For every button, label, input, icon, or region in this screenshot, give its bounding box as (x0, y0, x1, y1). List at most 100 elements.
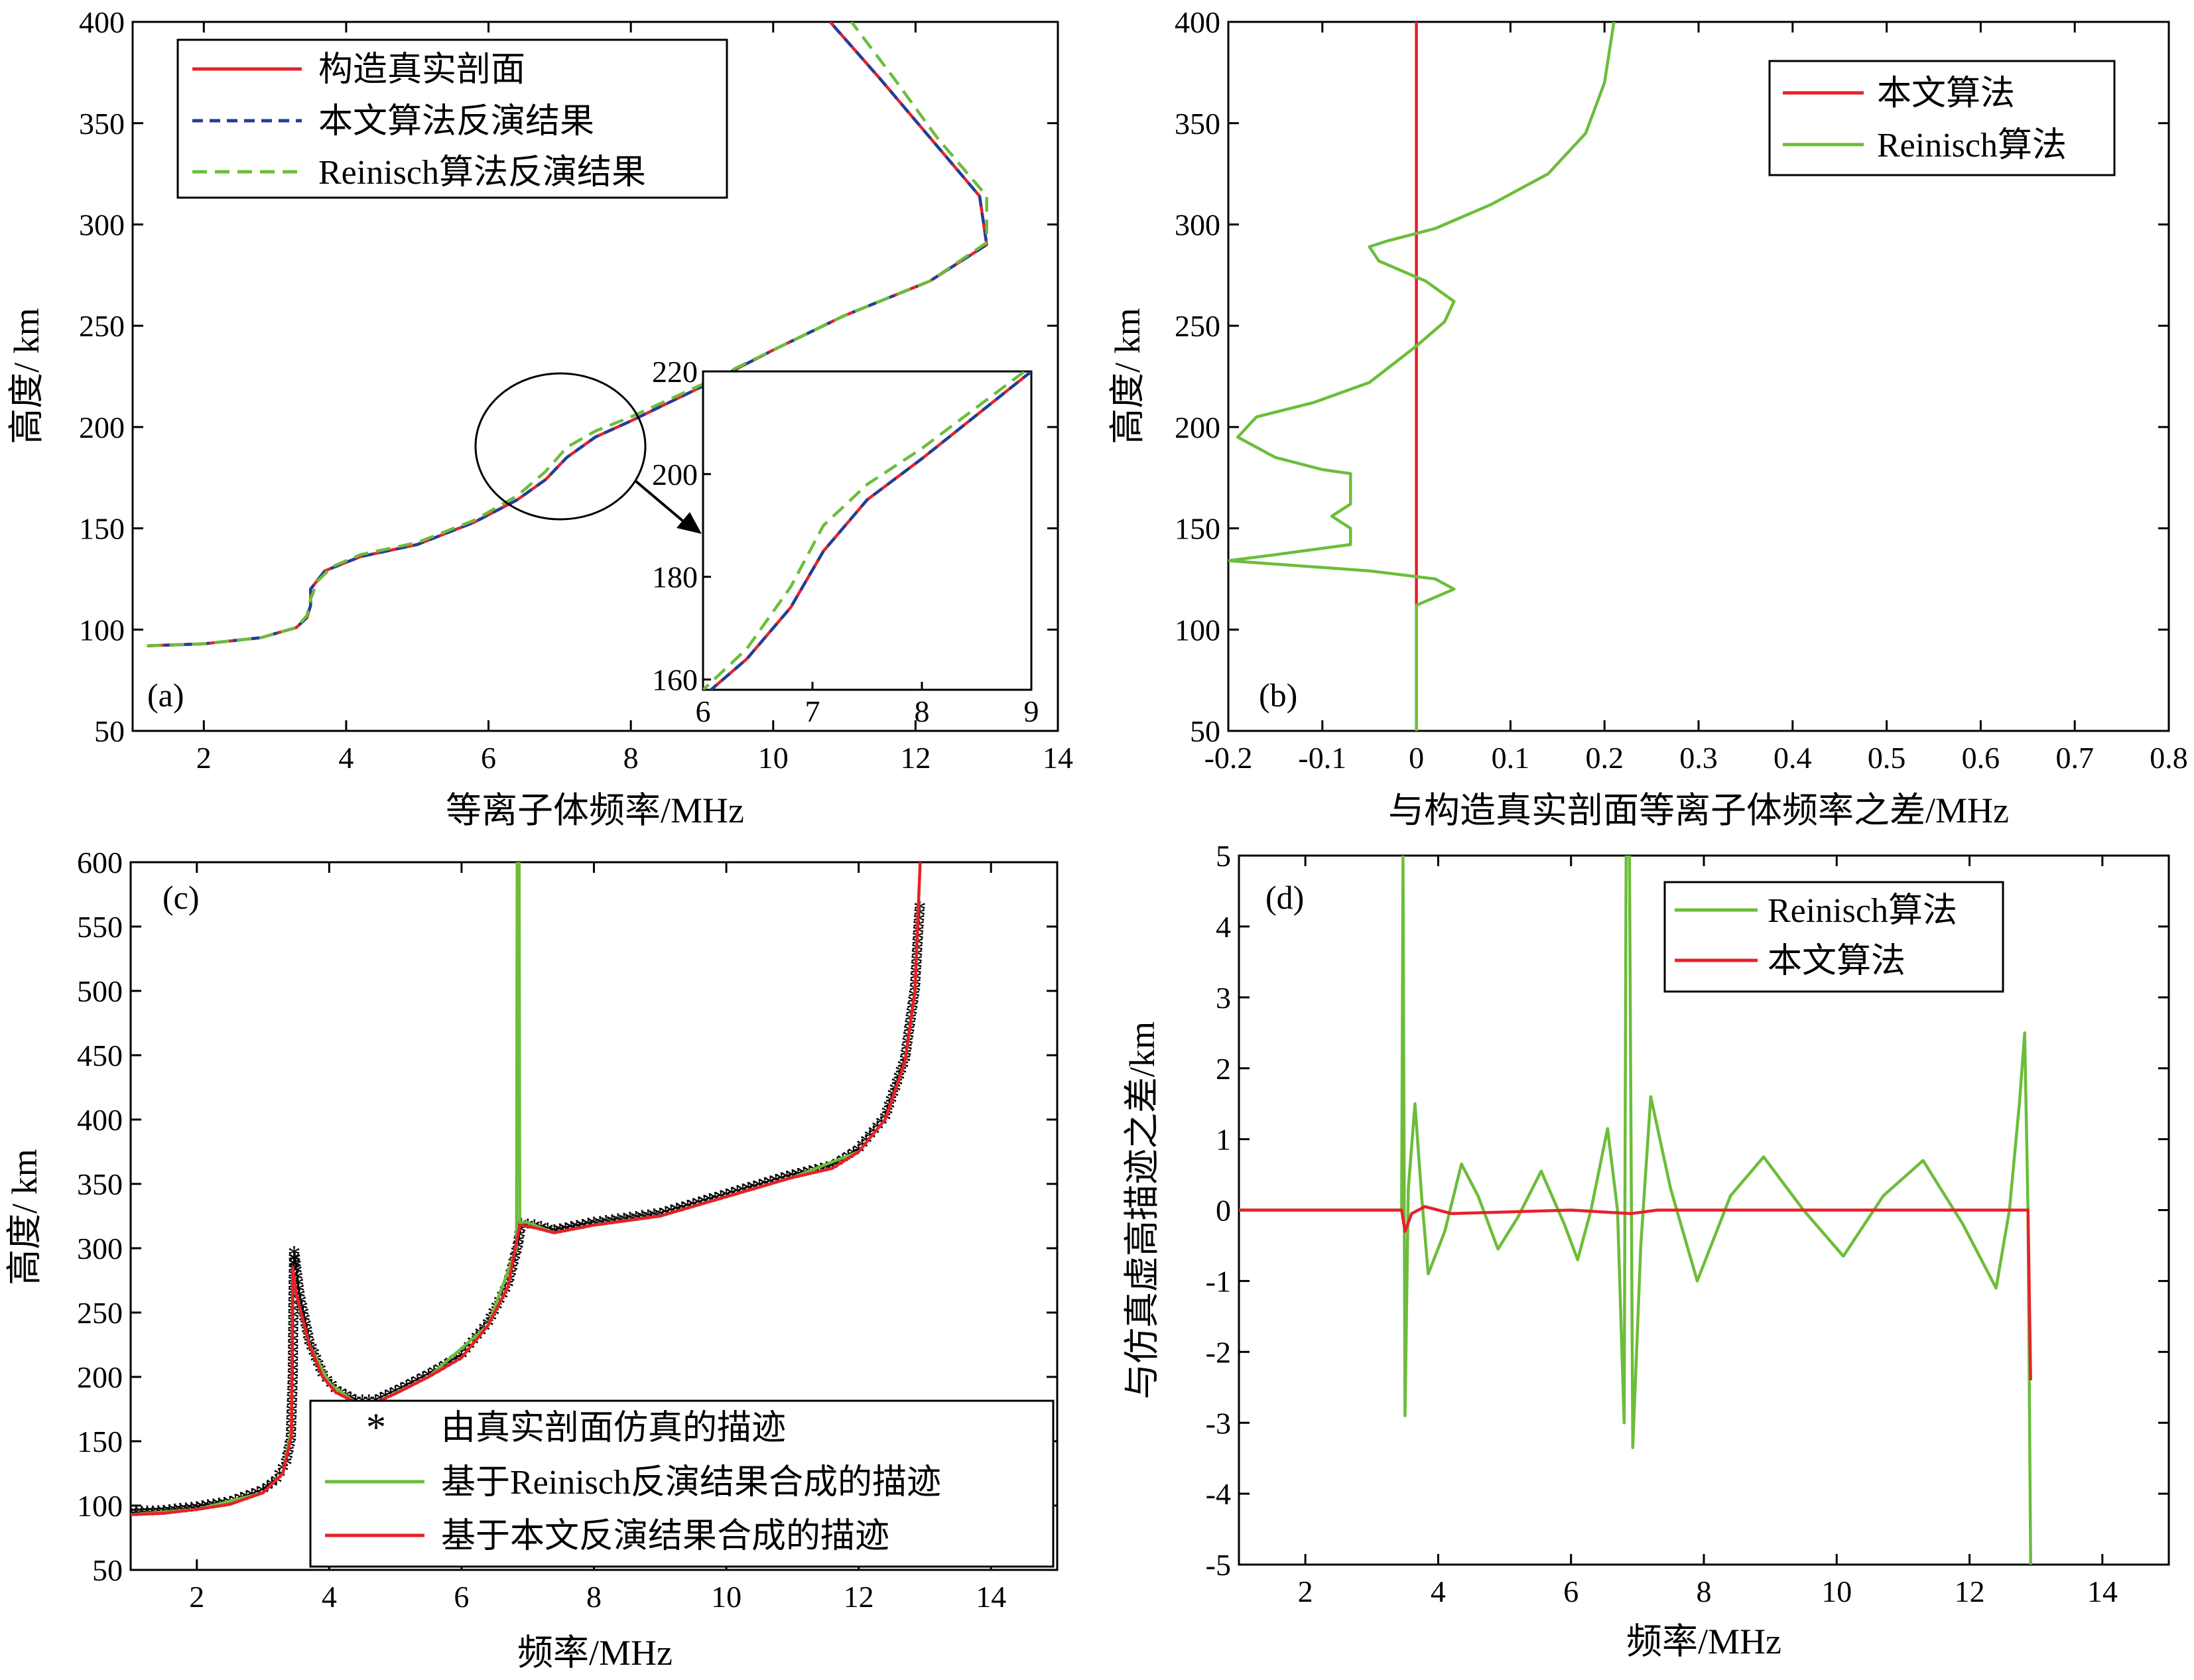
x-tick-label: 0.7 (2055, 741, 2094, 775)
inset-ticks: 6 7 8 9 160 180 200 220 (652, 355, 1039, 728)
y-tick-label: 600 (77, 846, 123, 879)
series-line (147, 22, 988, 647)
y-tick-label: -1 (1206, 1265, 1231, 1299)
x-tick-label: 8 (623, 741, 639, 775)
zoom-circle (474, 372, 647, 521)
y-tick-label: 4 (1216, 910, 1231, 944)
y-tick-label: 3 (1216, 981, 1231, 1015)
y-tick-label: 200 (79, 411, 125, 444)
y-tick-label: 300 (79, 208, 125, 242)
x-tick-label: 10 (711, 1580, 742, 1614)
x-tick-label: 10 (758, 741, 789, 775)
x-tick-label: 2 (196, 741, 212, 775)
y-tick-label: -2 (1206, 1335, 1231, 1369)
y-tick-label: 550 (77, 910, 123, 944)
legend-label: Reinisch算法 (1877, 127, 2067, 164)
x-tick-label: 4 (338, 741, 354, 775)
x-tick-label: 4 (1431, 1575, 1446, 1608)
panel-a-zoom-marker (474, 372, 702, 534)
x-tick-label: 14 (976, 1580, 1006, 1614)
y-tick-label: 200 (77, 1360, 123, 1394)
panel-c-ylabel: 高度/ km (5, 1149, 44, 1285)
legend-label: 本文算法 (1768, 942, 1905, 980)
legend-label: 本文算法 (1877, 75, 2015, 113)
trace-marker: * (287, 1252, 300, 1281)
panel-a-ticks: 2 4 6 8 10 12 14 50 100 150 200 250 300 350 400 (79, 5, 1073, 775)
x-tick-label: 2 (189, 1580, 204, 1614)
x-tick-label: 8 (586, 1580, 602, 1614)
x-tick-label: 0.6 (1962, 741, 2000, 775)
inset-y-tick-label: 200 (652, 458, 698, 491)
y-tick-label: -3 (1206, 1406, 1231, 1440)
inset-x-tick-label: 8 (915, 694, 930, 728)
x-tick-label: 4 (322, 1580, 337, 1614)
legend-label: 由真实剖面仿真的描迹 (441, 1409, 786, 1447)
y-tick-label: 300 (1175, 208, 1220, 242)
inset-axes-box (702, 370, 1033, 691)
y-tick-label: 250 (79, 309, 125, 343)
y-tick-label: 400 (79, 5, 125, 39)
y-tick-label: 100 (79, 613, 125, 647)
x-tick-label: 12 (900, 741, 931, 775)
panel-c-xlabel: 频率/MHz (517, 1633, 673, 1673)
x-tick-label: 14 (2087, 1575, 2118, 1608)
panel-d-tag: (d) (1265, 879, 1304, 916)
y-tick-label: 350 (1175, 107, 1220, 141)
panel-d-legend: Reinisch算法 本文算法 (1663, 881, 2004, 993)
inset-y-tick-label: 220 (652, 355, 698, 389)
trace-marker: * (265, 1471, 279, 1501)
y-tick-label: 200 (1175, 411, 1220, 444)
series-line (131, 862, 922, 1516)
series-line (1228, 22, 1616, 731)
x-tick-label: -0.1 (1298, 741, 1346, 775)
legend-box (1768, 60, 2116, 176)
y-tick-label: 250 (1175, 309, 1220, 343)
y-tick-label: 5 (1216, 839, 1231, 873)
series-line (1239, 856, 2032, 1565)
x-tick-label: 0.2 (1585, 741, 1624, 775)
panel-b-xlabel: 与构造真实剖面等离子体频率之差/MHz (1388, 791, 2009, 830)
panel-c-ticks: 2 4 6 8 10 12 14 50 100 150 200 250 300 350 400 450 500 5… (77, 846, 1057, 1614)
inset-x-tick-label: 6 (696, 694, 711, 728)
panel-c-tag: (c) (162, 879, 200, 916)
legend-label: 基于Reinisch反演结果合成的描迹 (441, 1464, 941, 1502)
y-tick-label: -5 (1206, 1548, 1231, 1582)
zoom-arrow (634, 480, 688, 525)
x-tick-label: 2 (1298, 1575, 1313, 1608)
y-tick-label: 150 (77, 1425, 123, 1458)
x-tick-label: 6 (481, 741, 496, 775)
x-tick-label: 10 (1821, 1575, 1852, 1608)
x-tick-label: 6 (454, 1580, 469, 1614)
panel-d-series (1239, 856, 2032, 1565)
panel-a-inset: 6 7 8 9 160 180 200 220 (652, 355, 1039, 728)
series-line (147, 22, 988, 647)
y-tick-label: 50 (1190, 714, 1220, 748)
panel-c-legend: * 由真实剖面仿真的描迹 基于Reinisch反演结果合成的描迹 基于本文反演结… (309, 1399, 1055, 1568)
panel-a-ylabel: 高度/ km (7, 308, 46, 444)
inset-y-tick-label: 180 (652, 560, 698, 594)
y-tick-label: 2 (1216, 1052, 1231, 1086)
legend-marker-star: * (366, 1405, 386, 1449)
y-tick-label: 300 (77, 1232, 123, 1265)
panel-c-series: ****************************************… (131, 862, 927, 1530)
legend-label: 构造真实剖面 (318, 51, 525, 89)
panel-c-virtual-height-trace: 2 4 6 8 10 12 14 50 100 150 200 250 300 350 400 450 500 5… (5, 846, 1059, 1673)
y-tick-label: 350 (77, 1167, 123, 1201)
inset-x-tick-label: 7 (805, 694, 820, 728)
series-line (703, 371, 1027, 690)
series-line (708, 371, 1031, 690)
panel-b-tag: (b) (1259, 677, 1297, 714)
panel-b-legend: 本文算法 Reinisch算法 (1768, 60, 2116, 176)
legend-label: 基于本文反演结果合成的描迹 (441, 1518, 889, 1555)
inset-x-tick-label: 9 (1024, 694, 1039, 728)
x-tick-label: 0.8 (2150, 741, 2188, 775)
y-tick-label: 0 (1216, 1194, 1231, 1228)
x-tick-label: 12 (844, 1580, 874, 1614)
series-line (1239, 1204, 2032, 1381)
y-tick-label: 100 (1175, 613, 1220, 647)
x-tick-label: 6 (1563, 1575, 1579, 1608)
panel-d-xlabel: 频率/MHz (1626, 1622, 1781, 1661)
x-tick-label: 0.3 (1679, 741, 1718, 775)
panel-d-ylabel: 与仿真虚高描迹之差/km (1122, 1021, 1162, 1399)
